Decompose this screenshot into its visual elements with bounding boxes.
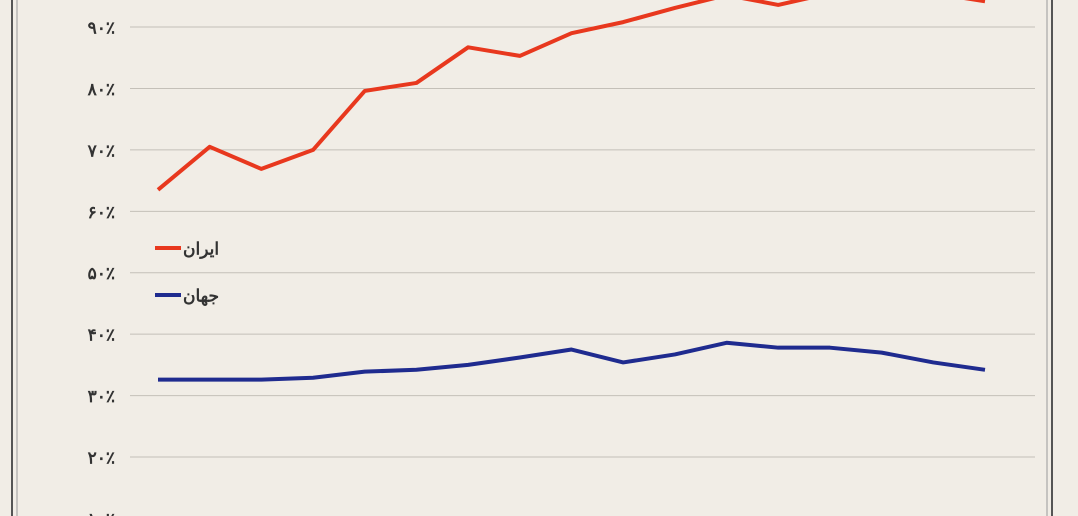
legend-label: جهان <box>183 287 219 307</box>
y-tick-label: ۶۰٪ <box>88 203 115 223</box>
y-tick-label: ۸۰٪ <box>87 80 115 100</box>
legend-label: ایران <box>183 240 219 260</box>
y-tick-label: ۳۰٪ <box>88 387 115 407</box>
series-line <box>158 340 986 382</box>
legend: ایران جهان <box>155 240 219 307</box>
grid: ۱۰٪ ۲۰٪ ۳۰٪ ۴۰٪ ۵۰٪ ۶۰٪ ۷۰٪ ۸۰٪ ۹۰٪ <box>87 19 1035 516</box>
y-tick-label: ۱۰٪ <box>88 510 115 516</box>
y-tick-label: ۷۰٪ <box>87 141 115 161</box>
y-tick-label: ۴۰٪ <box>88 326 115 346</box>
y-tick-label: ۹۰٪ <box>88 19 115 39</box>
plot <box>156 0 986 382</box>
y-tick-label: ۵۰٪ <box>88 264 115 284</box>
series-line <box>156 0 986 192</box>
y-tick-label: ۲۰٪ <box>88 449 115 469</box>
